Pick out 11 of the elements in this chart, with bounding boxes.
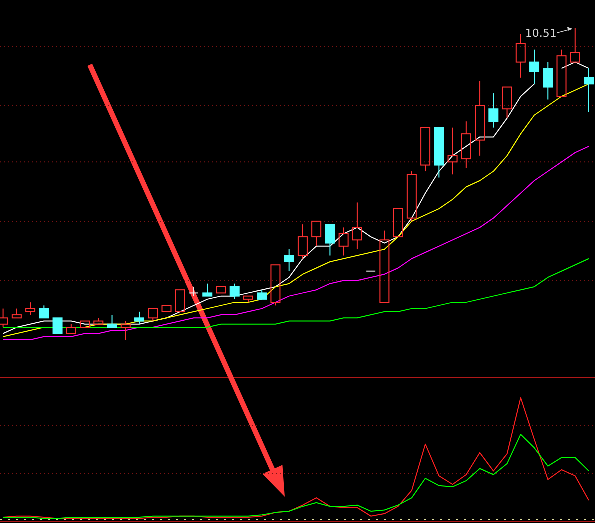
annotation: 10.51 [525, 27, 557, 40]
candlestick [584, 68, 594, 113]
candlestick [338, 227, 349, 256]
candlestick [530, 49, 540, 85]
candlestick [448, 127, 458, 176]
candlestick [516, 34, 526, 78]
candlestick [475, 80, 486, 156]
candlestick [284, 249, 294, 272]
candlestick [488, 93, 499, 128]
candlestick [461, 121, 472, 169]
candlestick [352, 202, 362, 250]
